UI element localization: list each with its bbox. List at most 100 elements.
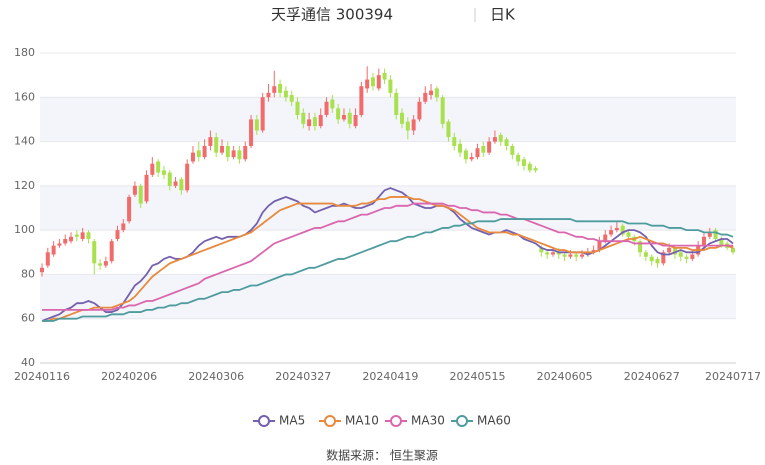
candle-body <box>626 232 631 237</box>
candle-body <box>423 92 428 102</box>
candle-body <box>185 163 190 191</box>
candle-body <box>388 79 393 93</box>
candle-body <box>179 179 184 191</box>
candle-body <box>109 241 114 262</box>
candle-body <box>417 101 422 120</box>
candle-body <box>504 139 509 146</box>
candle-body <box>574 254 579 257</box>
legend-marker <box>390 415 402 427</box>
candle-body <box>550 252 555 255</box>
candle-body <box>341 115 346 120</box>
candle-body <box>249 119 254 146</box>
candle-body <box>469 157 474 160</box>
x-tick-label: 20240327 <box>275 370 331 383</box>
candle-body <box>266 92 271 98</box>
grid-band <box>40 274 736 319</box>
candle-body <box>260 97 265 131</box>
candle-body <box>510 146 515 155</box>
candle-body <box>661 252 666 264</box>
candle-body <box>614 227 619 231</box>
candle-body <box>74 234 79 237</box>
candle-body <box>463 150 468 160</box>
candle-body <box>237 150 242 160</box>
legend-label: MA5 <box>279 414 305 428</box>
ma-line <box>42 196 734 322</box>
legend-label: MA60 <box>477 414 511 428</box>
candle-body <box>196 150 201 158</box>
candle-body <box>318 115 323 127</box>
ma-line <box>41 187 734 322</box>
candle-body <box>312 117 317 127</box>
candle-body <box>638 241 643 253</box>
candle-body <box>376 75 381 89</box>
source-note: 数据来源： 恒生聚源 <box>326 448 438 463</box>
x-tick-label: 20240206 <box>101 370 157 383</box>
y-tick-label: 180 <box>14 46 35 59</box>
candle-body <box>289 95 294 102</box>
legend-marker <box>456 415 468 427</box>
candle-body <box>359 86 364 115</box>
candle-body <box>295 101 300 115</box>
candle-body <box>225 146 230 158</box>
candle-body <box>429 90 434 96</box>
candle-body <box>231 150 236 158</box>
candle-body <box>150 163 155 175</box>
candle-body <box>92 241 97 264</box>
x-tick-label: 20240419 <box>362 370 418 383</box>
candle-body <box>115 230 120 239</box>
candle-body <box>127 196 132 222</box>
candle-body <box>545 252 550 255</box>
candle-body <box>672 247 677 255</box>
candle-body <box>539 247 544 253</box>
candle-body <box>283 90 288 98</box>
candle-body <box>643 252 648 257</box>
candle-body <box>556 252 561 255</box>
candle-body <box>562 254 567 257</box>
y-tick-label: 140 <box>14 135 35 148</box>
candle-body <box>40 267 44 273</box>
candle-body <box>156 161 161 173</box>
candle-body <box>144 174 149 202</box>
ma-line <box>42 202 733 311</box>
y-tick-label: 80 <box>21 267 35 280</box>
candle-body <box>202 146 207 158</box>
y-tick-label: 40 <box>21 356 35 369</box>
candle-body <box>324 101 329 115</box>
candle-body <box>458 143 463 153</box>
candle-body <box>620 225 625 235</box>
candle-body <box>353 115 358 127</box>
candle-body <box>254 119 259 131</box>
candle-body <box>516 154 521 162</box>
candle-body <box>713 230 718 239</box>
candle-body <box>434 88 439 98</box>
candle-body <box>719 239 724 246</box>
x-tick-label: 20240627 <box>624 370 680 383</box>
x-tick-label: 20240306 <box>188 370 244 383</box>
candle-body <box>220 146 225 153</box>
candle-body <box>684 256 689 259</box>
candle-body <box>214 137 219 153</box>
y-tick-label: 120 <box>14 179 35 192</box>
grid-band <box>40 97 736 142</box>
candle-body <box>568 254 573 257</box>
candle-body <box>98 263 103 266</box>
candle-body <box>394 92 399 115</box>
candle-body <box>243 146 248 160</box>
candle-body <box>272 86 277 93</box>
y-tick-label: 100 <box>14 223 35 236</box>
candle-body <box>492 137 497 142</box>
candle-body <box>190 152 195 162</box>
candle-body <box>452 137 457 146</box>
candle-body <box>701 236 706 246</box>
candle-body <box>498 134 503 142</box>
candle-body <box>278 84 283 93</box>
candle-body <box>533 168 538 171</box>
candle-body <box>400 112 405 124</box>
x-tick-label: 20240605 <box>537 370 593 383</box>
candle-body <box>603 234 608 242</box>
candle-body <box>301 112 306 124</box>
candle-body <box>411 119 416 131</box>
candle-body <box>173 181 178 186</box>
candle-body <box>307 119 312 127</box>
